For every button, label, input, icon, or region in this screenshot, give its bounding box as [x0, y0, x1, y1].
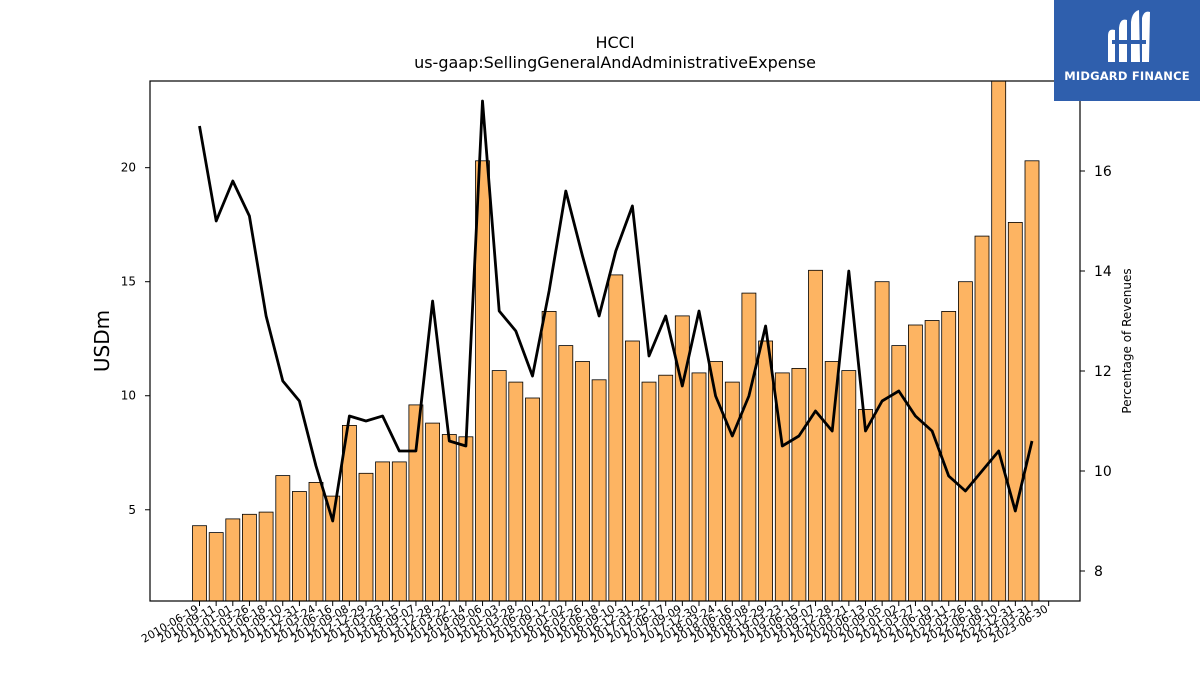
bar-8	[325, 495, 341, 602]
chart-subtitle: us-gaap:SellingGeneralAndAdministrativeE…	[414, 53, 816, 72]
bar-24	[591, 379, 607, 602]
bar-38	[824, 361, 840, 602]
bar-39	[841, 370, 857, 602]
percentage-line	[198, 99, 1034, 523]
bar-36	[791, 367, 807, 602]
bar-26	[625, 340, 640, 602]
bar-1	[208, 532, 224, 602]
bar-22	[558, 345, 574, 602]
bar-16	[458, 436, 474, 602]
bar-45	[941, 310, 957, 602]
bar-47	[974, 235, 990, 602]
bar-50	[1024, 160, 1040, 602]
y-tick-label-2: 15	[121, 275, 136, 289]
y2-axis-label: Percentage of Revenues	[1120, 268, 1134, 413]
y-tick-label-3: 20	[121, 161, 136, 175]
y2-tick-label-0: 8	[1094, 564, 1103, 580]
bar-27	[641, 381, 657, 602]
y-tick-label-1: 10	[121, 389, 136, 403]
bar-41	[874, 281, 890, 602]
midgard-logo-icon	[1108, 10, 1150, 63]
plot-frame	[149, 80, 1081, 602]
bar-10	[358, 472, 374, 602]
bar-42	[891, 345, 907, 602]
bar-21	[541, 310, 557, 602]
bar-46	[958, 281, 973, 602]
bar-49	[1007, 221, 1023, 602]
bar-11	[375, 461, 391, 602]
bar-14	[425, 422, 441, 602]
bar-3	[241, 513, 257, 602]
bar-5	[275, 475, 291, 602]
y2-tick-label-1: 10	[1094, 464, 1112, 480]
bar-7	[308, 481, 324, 602]
bar-30	[691, 372, 707, 602]
bar-6	[291, 491, 307, 602]
bar-33	[741, 292, 757, 602]
bar-2	[225, 518, 241, 602]
bar-15	[441, 434, 457, 602]
x-axis: 2010-06-192010-09-112011-01-012011-03-26…	[139, 601, 1050, 646]
bar-0	[192, 525, 207, 602]
bar-20	[525, 397, 540, 602]
bar-32	[724, 381, 740, 602]
bar-13	[408, 404, 424, 602]
y2-tick-label-2: 12	[1094, 364, 1112, 380]
logo-text: MIDGARD FINANCE	[1064, 69, 1190, 83]
brand-logo: MIDGARD FINANCE	[1054, 0, 1200, 101]
y2-tick-label-4: 16	[1094, 164, 1112, 180]
y-axis-label: USDm	[90, 310, 114, 372]
y-tick-label-0: 5	[128, 503, 136, 517]
y-axis-left: 5 10 15 20	[121, 161, 150, 517]
bar-25	[608, 274, 624, 602]
bar-48	[991, 80, 1007, 602]
chart-title: HCCI	[595, 33, 634, 52]
bar-28	[658, 374, 674, 602]
bar-19	[508, 381, 524, 602]
bar-12	[391, 461, 407, 602]
bar-series	[192, 80, 1040, 602]
y2-tick-label-3: 14	[1094, 264, 1112, 280]
bar-34	[758, 340, 773, 602]
bar-4	[258, 511, 274, 602]
y-axis-right: 8 10 12 14 16	[1080, 164, 1112, 580]
bar-43	[908, 324, 923, 602]
bar-40	[858, 408, 873, 602]
line-series	[198, 99, 1034, 523]
bar-37	[808, 269, 823, 602]
bar-18	[491, 370, 507, 602]
bar-23	[575, 361, 590, 602]
bar-44	[924, 320, 940, 602]
